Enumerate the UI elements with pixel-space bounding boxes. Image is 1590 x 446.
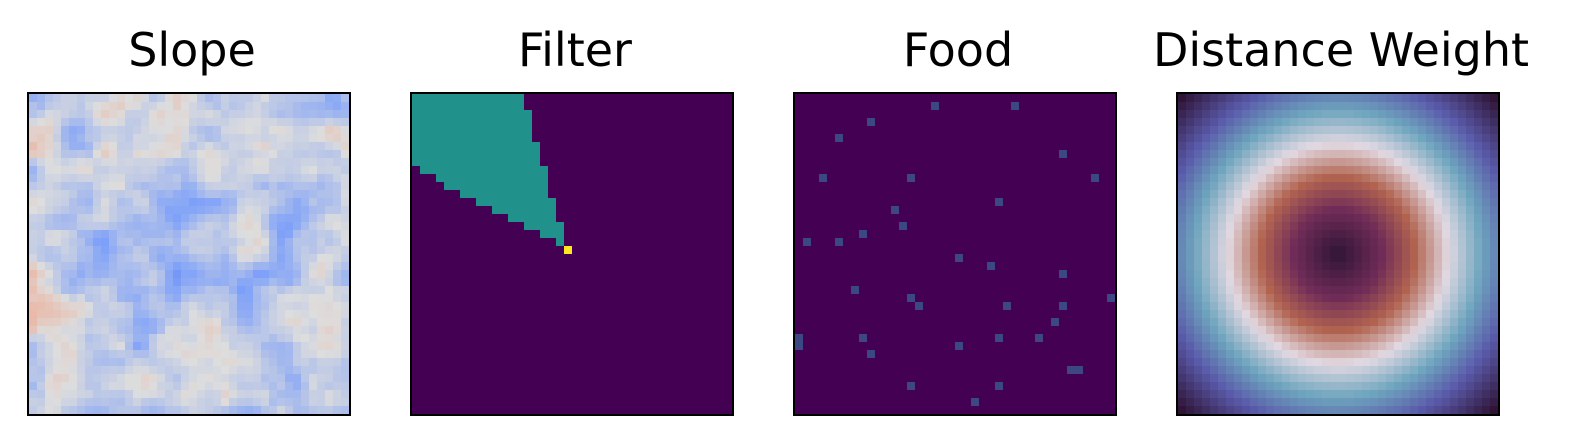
slope-title: Slope	[128, 23, 256, 77]
food-heatmap-canvas	[795, 94, 1115, 414]
slope-heatmap-canvas	[29, 94, 349, 414]
food-title: Food	[902, 23, 1014, 77]
filter-panel: Filter	[410, 0, 740, 446]
distance-weight-heatmap-canvas	[1178, 94, 1498, 414]
distance-weight-title: Distance Weight	[1152, 23, 1530, 77]
slope-heatmap	[27, 92, 351, 416]
food-panel: Food	[793, 0, 1123, 446]
distance-weight-heatmap	[1176, 92, 1500, 416]
slope-panel: Slope	[27, 0, 357, 446]
filter-heatmap	[410, 92, 734, 416]
filter-title: Filter	[518, 23, 632, 77]
distance-weight-panel: Distance Weight	[1153, 0, 1529, 446]
filter-heatmap-canvas	[412, 94, 732, 414]
food-heatmap	[793, 92, 1117, 416]
